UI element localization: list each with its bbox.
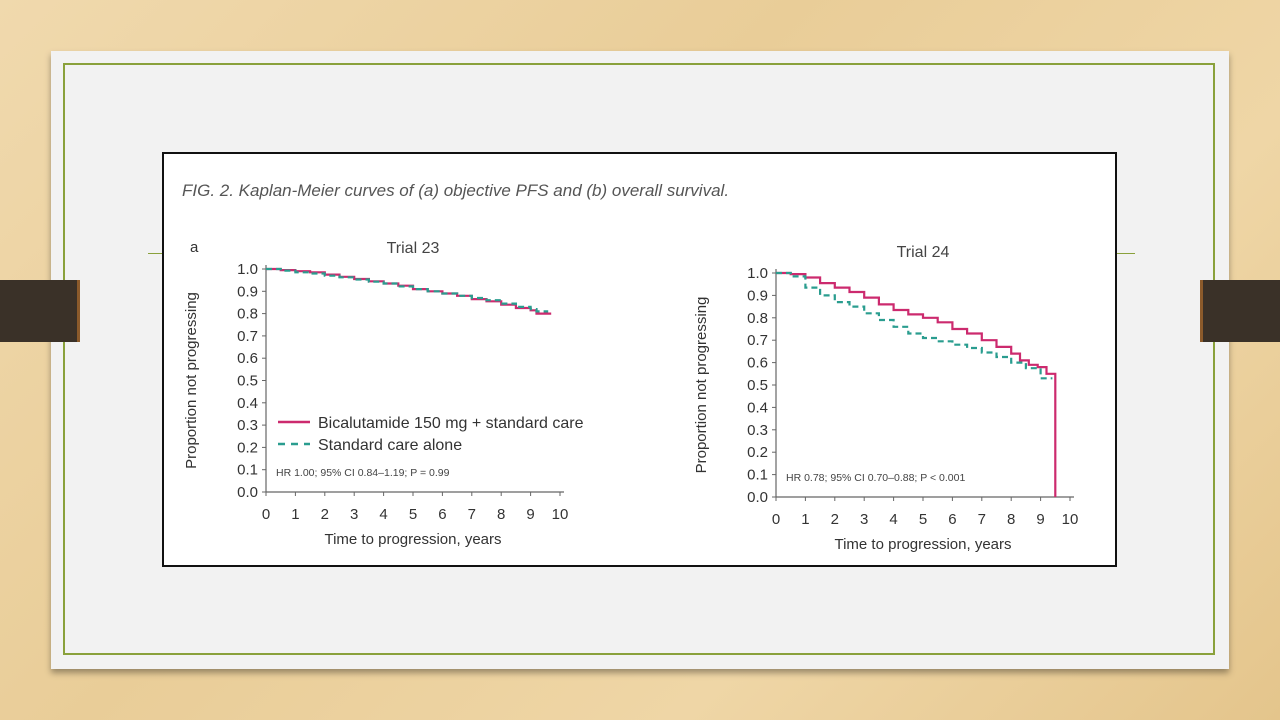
chart2-x-axis-label: Time to progression, years (834, 536, 1011, 553)
chart1-y-tick-label: 0.1 (237, 462, 258, 479)
chart2-series-standard-care (776, 271, 1053, 380)
figure-caption: FIG. 2. Kaplan-Meier curves of (a) objec… (182, 181, 729, 200)
chart2-y-tick-label: 0.9 (747, 287, 768, 304)
chart1-y-tick-label: 0.6 (237, 350, 258, 367)
chart2-x-tick-label: 5 (919, 511, 927, 528)
accent-line-left (148, 253, 162, 254)
chart1-title: Trial 23 (387, 240, 440, 257)
chart1-x-tick-label: 0 (262, 506, 270, 523)
chart2-series-bicalutamide (776, 271, 1057, 497)
right-tab (1200, 280, 1280, 342)
left-tab-edge (77, 280, 80, 342)
kaplan-meier-figure: FIG. 2. Kaplan-Meier curves of (a) objec… (182, 181, 1079, 553)
chart2-y-tick-label: 0.4 (747, 399, 768, 416)
chart2-y-tick-label: 1.0 (747, 265, 768, 282)
chart1-y-tick-label: 0.9 (237, 283, 258, 300)
chart1-y-tick-label: 0.0 (237, 484, 258, 501)
chart2-x-tick-label: 2 (831, 511, 839, 528)
figure-panel: FIG. 2. Kaplan-Meier curves of (a) objec… (162, 152, 1117, 567)
chart1-x-tick-label: 9 (526, 506, 534, 523)
chart1-x-tick-label: 10 (552, 506, 569, 523)
chart1-legend-label-1: Bicalutamide 150 mg + standard care (318, 415, 584, 432)
chart1-x-tick-label: 8 (497, 506, 505, 523)
chart1-series-bicalutamide (266, 267, 552, 315)
chart2-x-tick-label: 1 (801, 511, 809, 528)
chart1-y-tick-label: 0.3 (237, 417, 258, 434)
chart2-x-tick-label: 3 (860, 511, 868, 528)
chart1-y-tick-label: 1.0 (237, 261, 258, 278)
chart1-y-tick-label: 0.4 (237, 395, 258, 412)
panel-letter: a (190, 239, 199, 256)
chart2-hr-annotation: HR 0.78; 95% CI 0.70–0.88; P < 0.001 (786, 472, 965, 484)
chart1-hr-annotation: HR 1.00; 95% CI 0.84–1.19; P = 0.99 (276, 467, 450, 479)
chart1-x-axis-label: Time to progression, years (324, 531, 501, 548)
chart2-x-tick-label: 9 (1036, 511, 1044, 528)
chart1-y-tick-label: 0.5 (237, 373, 258, 390)
chart1-x-tick-label: 1 (291, 506, 299, 523)
chart1-x-tick-label: 6 (438, 506, 446, 523)
chart2-x-tick-label: 4 (889, 511, 897, 528)
chart1-series-standard-care (266, 267, 549, 313)
right-tab-edge (1200, 280, 1203, 342)
accent-line-right (1117, 253, 1135, 254)
chart2-x-tick-label: 10 (1062, 511, 1079, 528)
chart1-y-axis-label: Proportion not progressing (183, 292, 200, 469)
chart1-x-tick-label: 2 (321, 506, 329, 523)
chart1-x-tick-label: 3 (350, 506, 358, 523)
chart2-y-axis-label: Proportion not progressing (693, 297, 710, 474)
chart1-legend-label-2: Standard care alone (318, 437, 462, 454)
chart2-y-tick-label: 0.0 (747, 489, 768, 506)
chart2-x-tick-label: 7 (978, 511, 986, 528)
chart1-y-tick-label: 0.2 (237, 439, 258, 456)
chart2-x-tick-label: 8 (1007, 511, 1015, 528)
slide-frame (63, 63, 1215, 655)
chart2-y-tick-label: 0.6 (747, 355, 768, 372)
chart2-y-tick-label: 0.7 (747, 332, 768, 349)
chart2-y-tick-label: 0.8 (747, 310, 768, 327)
chart1-y-tick-label: 0.7 (237, 328, 258, 345)
chart2-y-tick-label: 0.5 (747, 377, 768, 394)
chart2-y-tick-label: 0.2 (747, 444, 768, 461)
chart1-y-tick-label: 0.8 (237, 306, 258, 323)
left-tab (0, 280, 80, 342)
chart1-x-tick-label: 5 (409, 506, 417, 523)
chart1-x-tick-label: 7 (468, 506, 476, 523)
chart2-x-tick-label: 6 (948, 511, 956, 528)
chart1-x-tick-label: 4 (379, 506, 387, 523)
chart2-x-tick-label: 0 (772, 511, 780, 528)
chart2-y-tick-label: 0.1 (747, 467, 768, 484)
chart2-title: Trial 24 (897, 244, 950, 261)
chart2-y-tick-label: 0.3 (747, 422, 768, 439)
